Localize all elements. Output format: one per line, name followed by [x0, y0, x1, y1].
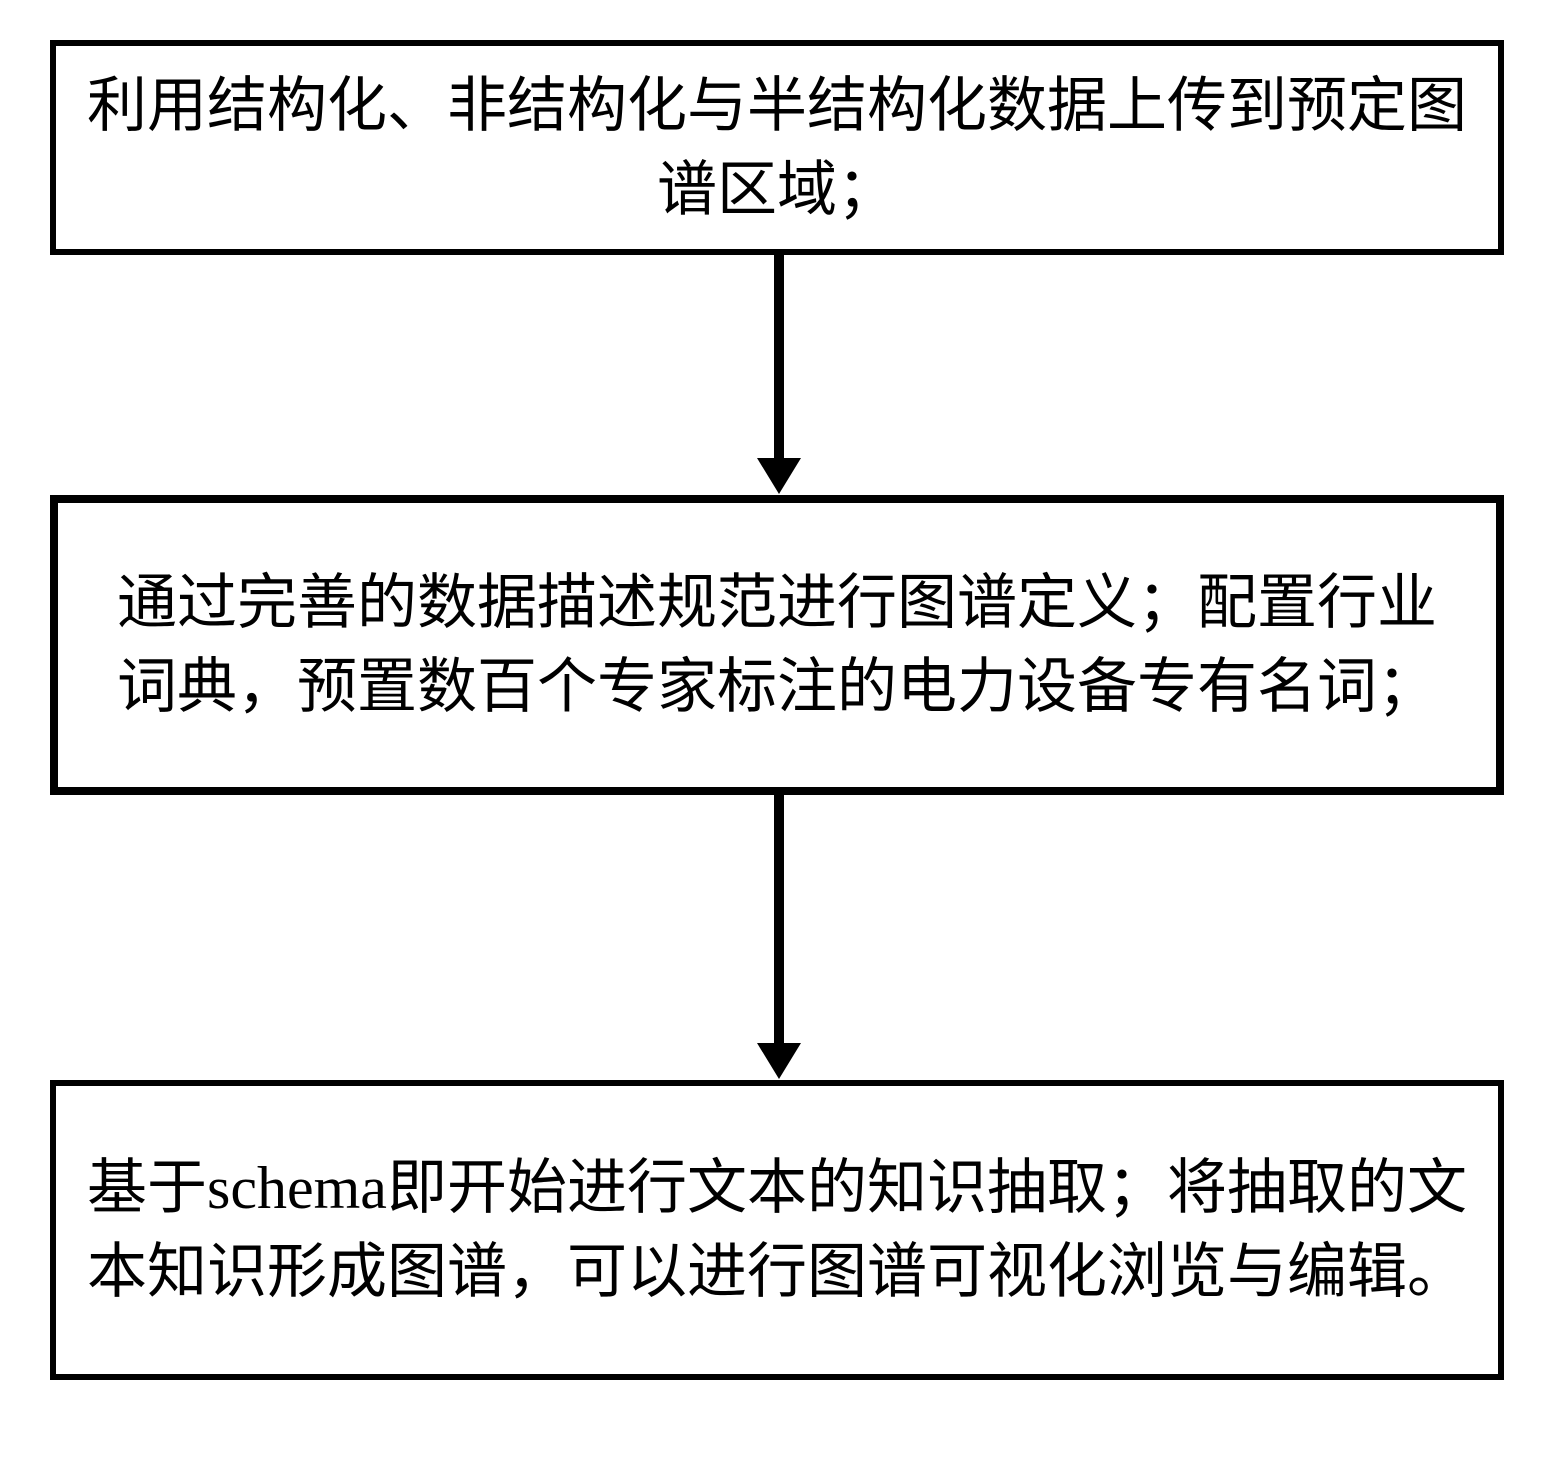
node-2-text: 通过完善的数据描述规范进行图谱定义；配置行业词典，预置数百个专家标注的电力设备专…	[88, 561, 1466, 729]
node-1-text: 利用结构化、非结构化与半结构化数据上传到预定图谱区域；	[86, 64, 1468, 232]
arrow-1-line	[774, 255, 784, 460]
arrow-1-head	[757, 458, 801, 494]
flowchart-node-3: 基于schema即开始进行文本的知识抽取；将抽取的文本知识形成图谱，可以进行图谱…	[50, 1080, 1504, 1380]
flowchart-node-1: 利用结构化、非结构化与半结构化数据上传到预定图谱区域；	[50, 40, 1504, 255]
arrow-2-line	[774, 795, 784, 1045]
arrow-2-head	[757, 1043, 801, 1079]
flowchart-node-2: 通过完善的数据描述规范进行图谱定义；配置行业词典，预置数百个专家标注的电力设备专…	[50, 495, 1504, 795]
node-3-text: 基于schema即开始进行文本的知识抽取；将抽取的文本知识形成图谱，可以进行图谱…	[86, 1146, 1468, 1314]
